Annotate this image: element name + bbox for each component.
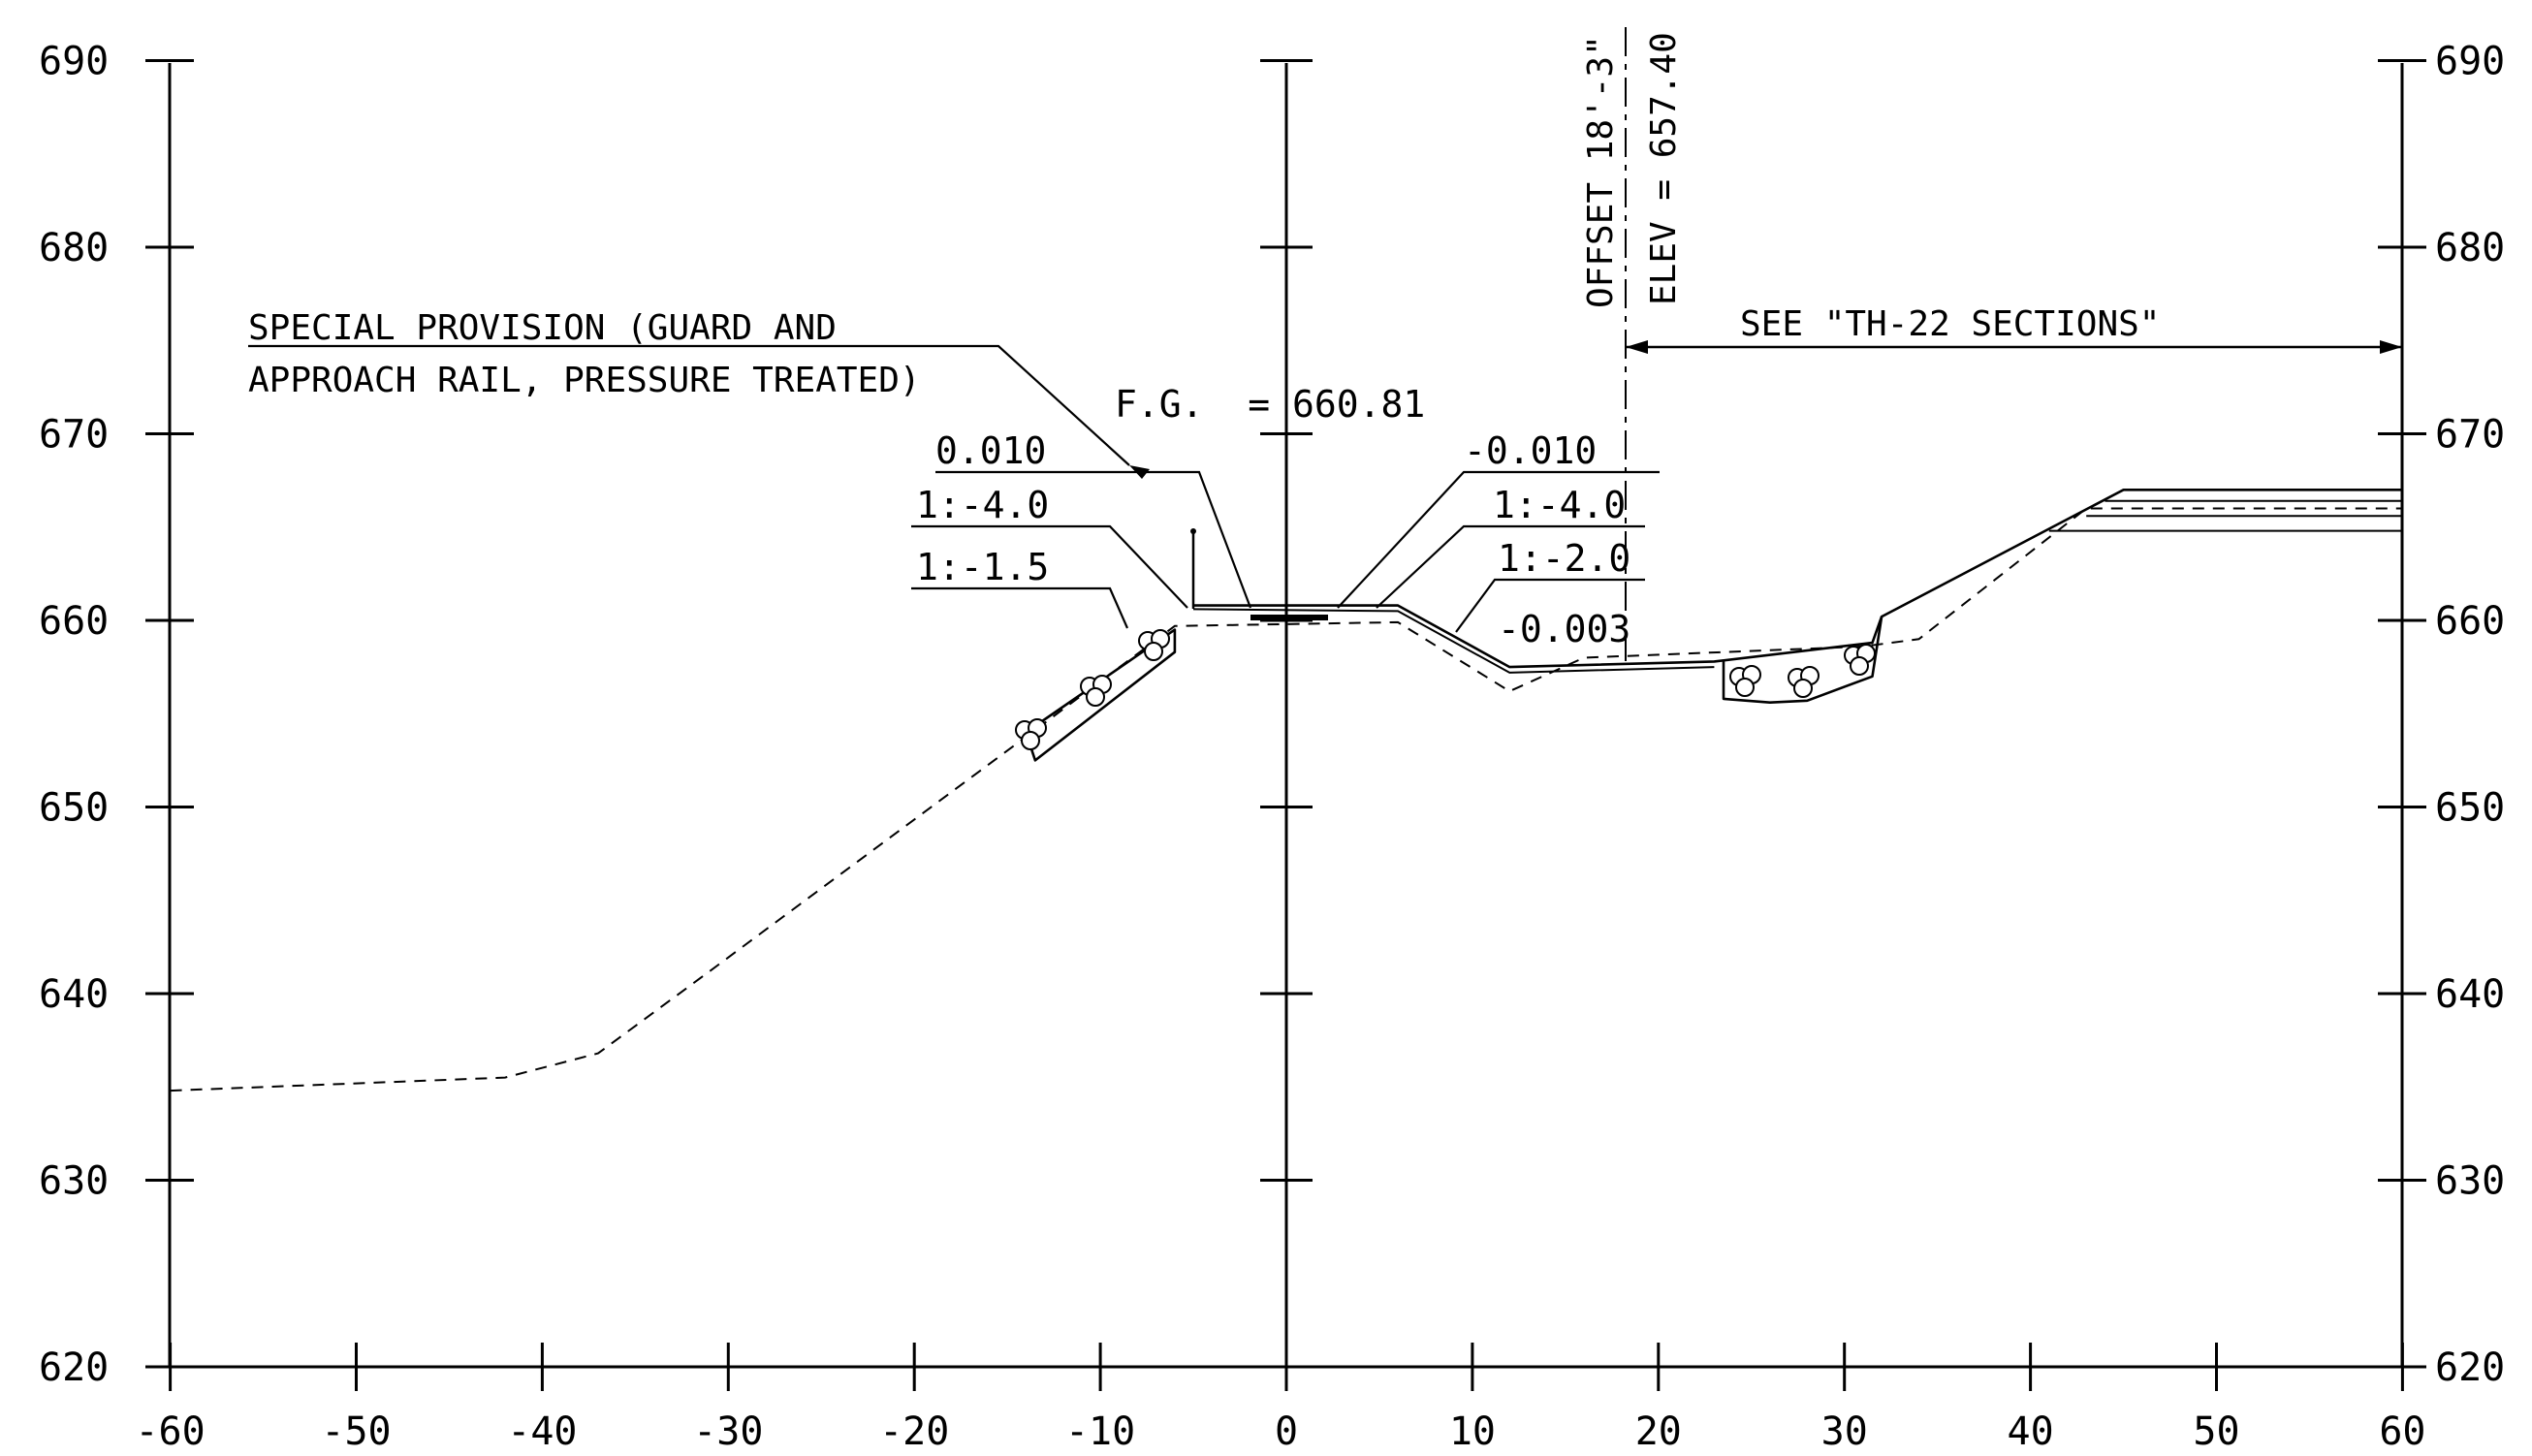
see-sections-label: SEE "TH-22 SECTIONS" [1740, 304, 2160, 344]
finished-grade-top-line [1193, 488, 2403, 669]
x-tick-label: 30 [1821, 1409, 1868, 1454]
special-provision-line-2: APPROACH RAIL, PRESSURE TREATED) [248, 361, 921, 400]
y-tick-label-left: 630 [39, 1159, 109, 1204]
y-tick-label-left: 670 [39, 413, 109, 458]
y-tick-label-left: 650 [39, 786, 109, 831]
x-tick-label: -50 [321, 1409, 391, 1454]
y-tick-label-left: 690 [39, 40, 109, 84]
ditch-slope-label: -0.003 [1498, 608, 1630, 650]
x-tick-label: -10 [1065, 1409, 1135, 1454]
y-tick-label-right: 630 [2435, 1159, 2505, 1204]
x-tick-label: 20 [1635, 1409, 1682, 1454]
left-cross-slope-label: 0.010 [935, 429, 1046, 472]
y-tick-label-right: 620 [2435, 1345, 2505, 1390]
finished-grade-layer-line [1192, 608, 1715, 674]
x-tick-label: -40 [507, 1409, 577, 1454]
special-provision-line-1: SPECIAL PROVISION (GUARD AND [248, 308, 837, 348]
leader-arrowhead [1129, 465, 1150, 479]
x-tick-label: 60 [2379, 1409, 2425, 1454]
y-tick-group: 620 620 630 630 640 640 650 650 660 660 670 670 680 6… [39, 40, 2505, 1391]
right-backslope-label: 1:-2.0 [1498, 537, 1630, 580]
y-tick-label-right: 680 [2435, 226, 2505, 270]
left-foreslope-label: 1:-4.0 [916, 484, 1049, 526]
y-tick-label-right: 690 [2435, 40, 2505, 84]
riprap-stones [1015, 629, 1876, 750]
y-tick-label-left: 680 [39, 226, 109, 270]
left-riprap-outline [1025, 628, 1177, 762]
y-tick-label-right: 670 [2435, 413, 2505, 458]
x-tick-label: 10 [1449, 1409, 1496, 1454]
existing-ground-line [170, 507, 2403, 1092]
offset-label: OFFSET 18'-3" [1581, 35, 1621, 308]
x-tick-label: -60 [135, 1409, 205, 1454]
y-tick-label-left: 660 [39, 599, 109, 644]
y-tick-label-right: 640 [2435, 972, 2505, 1017]
right-cross-slope-label: -0.010 [1464, 429, 1597, 472]
leader-lines [248, 344, 1660, 633]
x-tick-label: -20 [879, 1409, 949, 1454]
see-sections-arrowhead-right [2380, 340, 2402, 354]
y-tick-label-left: 640 [39, 972, 109, 1017]
x-tick-group: -60 -50 -40 -30 -20 -10 0 10 20 30 40 50 60 [135, 1343, 2425, 1454]
y-tick-label-right: 660 [2435, 599, 2505, 644]
x-tick-label: 40 [2008, 1409, 2054, 1454]
ditch-riprap-outline [1722, 616, 1883, 705]
finished-grade-label: F.G. = 660.81 [1115, 383, 1425, 426]
x-tick-label: 50 [2193, 1409, 2239, 1454]
left-embankment-slope-label: 1:-1.5 [916, 546, 1049, 588]
y-tick-label-right: 650 [2435, 786, 2505, 831]
see-sections-arrowhead-left [1626, 340, 1648, 354]
x-tick-label: 0 [1275, 1409, 1298, 1454]
guard-rail-post-top [1190, 528, 1196, 534]
x-tick-label: -30 [693, 1409, 763, 1454]
y-tick-label-left: 620 [39, 1345, 109, 1390]
profile-group [170, 488, 2403, 1092]
right-foreslope-label: 1:-4.0 [1493, 484, 1626, 526]
elevation-label: ELEV = 657.40 [1644, 32, 1684, 305]
